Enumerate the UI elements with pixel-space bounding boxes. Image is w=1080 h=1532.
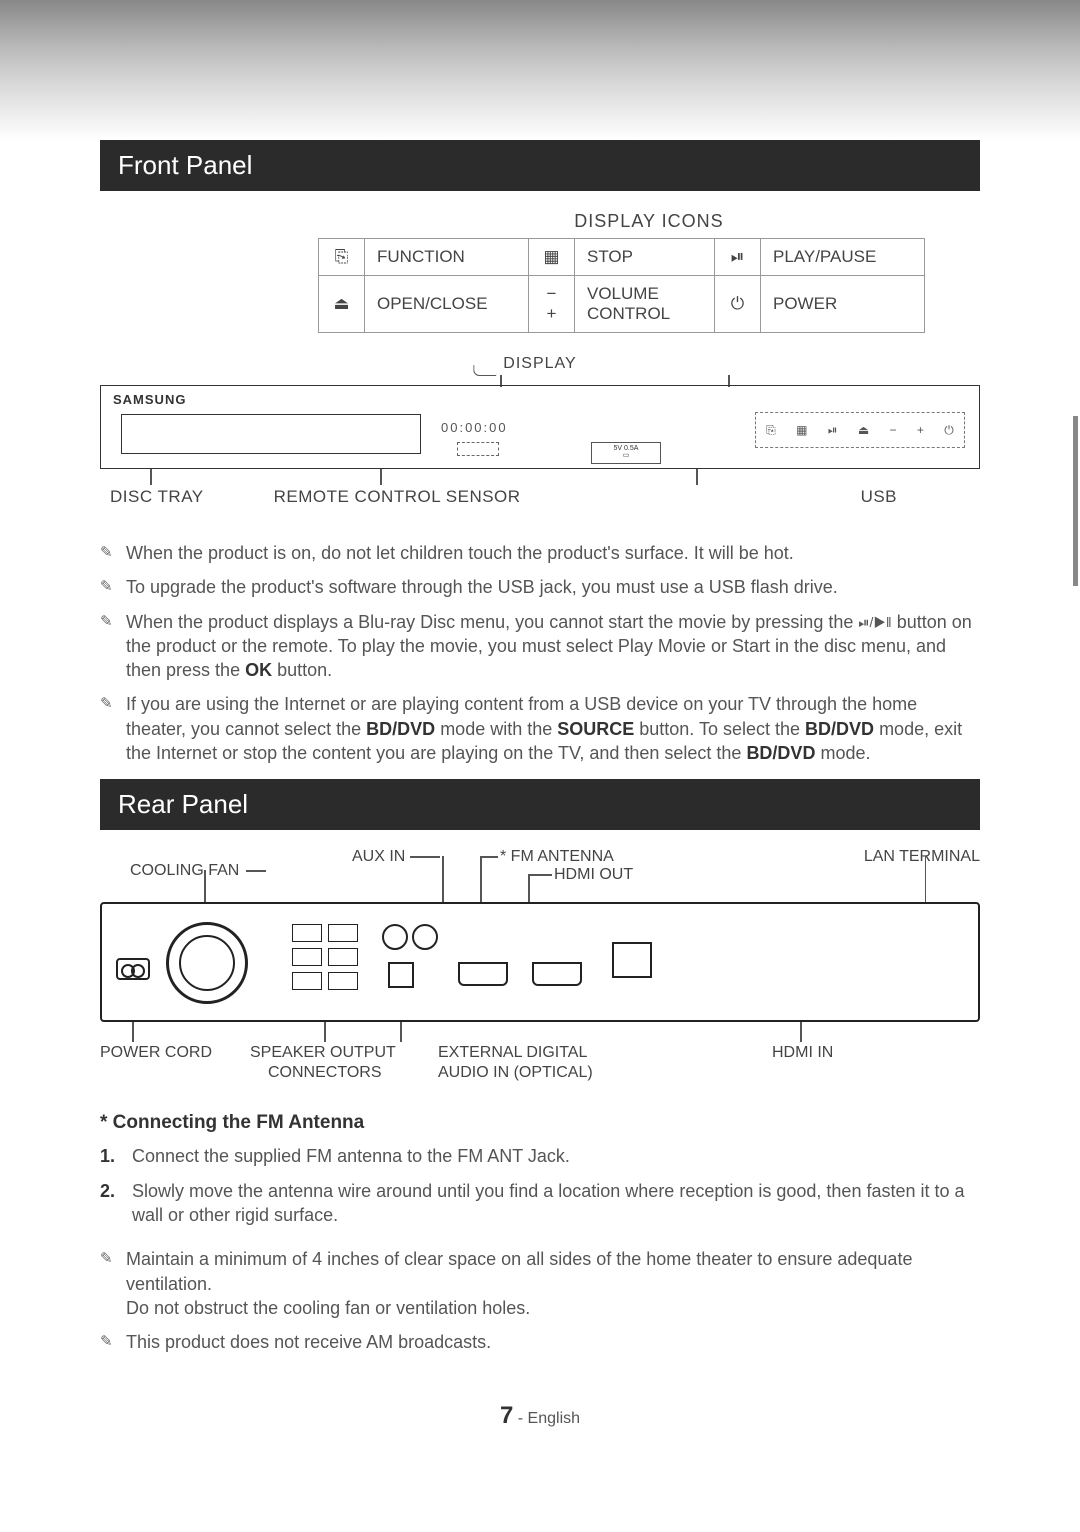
fp-display-text: 00:00:00 [441, 420, 508, 435]
display-icons-table: ⎘ FUNCTION ▦ STOP ⏯ PLAY/PAUSE ⏏ OPEN/CL… [318, 238, 925, 333]
rp-aux-in [380, 922, 440, 957]
stop-icon: ▦ [529, 239, 575, 276]
front-panel-header: Front Panel [100, 140, 980, 191]
fp-button-row: ⎘ ▦ ⏯ ⏏ − + ⏻ [755, 412, 965, 448]
fp-btn: − [890, 423, 897, 437]
rp-label-lan: LAN TERMINAL [864, 848, 980, 866]
fp-bottom-labels: DISC TRAY REMOTE CONTROL SENSOR USB [100, 487, 980, 507]
fp-disc-tray [121, 414, 421, 454]
rp-hdmi-in [532, 962, 582, 986]
rp-leader [204, 870, 206, 904]
fp-btn: ⏻ [944, 423, 954, 438]
note-item: To upgrade the product's software throug… [100, 575, 980, 599]
rp-label-spk2: CONNECTORS [268, 1064, 382, 1082]
power-label: POWER [761, 276, 925, 333]
top-gradient-band [0, 0, 1080, 140]
note-item: Maintain a minimum of 4 inches of clear … [100, 1247, 980, 1320]
rp-leader [528, 874, 530, 904]
fp-btn: ⏏ [858, 423, 869, 437]
rp-leader [132, 1022, 134, 1042]
rp-label-hdmi-in: HDMI IN [772, 1044, 833, 1062]
rear-panel-header: Rear Panel [100, 779, 980, 830]
power-icon: ⏻ [715, 276, 761, 333]
rp-label-ext1: EXTERNAL DIGITAL [438, 1044, 587, 1062]
fm-step: Slowly move the antenna wire around unti… [100, 1179, 980, 1228]
fp-label-disc-tray: DISC TRAY [110, 487, 204, 507]
fp-display-label: DISPLAY [503, 355, 576, 373]
fm-tips-list: Maintain a minimum of 4 inches of clear … [100, 1247, 980, 1354]
display-icons-area: DISPLAY ICONS ⎘ FUNCTION ▦ STOP ⏯ PLAY/P… [100, 191, 980, 333]
rp-leader [442, 856, 444, 904]
rp-label-ext2: AUDIO IN (OPTICAL) [438, 1064, 593, 1082]
rp-leader [324, 1022, 326, 1042]
fp-device-outline: SAMSUNG 00:00:00 5V 0.5A▭ ⎘ ▦ ⏯ ⏏ − + ⏻ [100, 385, 980, 469]
fp-btn: + [917, 423, 924, 437]
rp-hdmi-out [458, 962, 508, 986]
front-panel-diagram: DISPLAY SAMSUNG 00:00:00 5V 0.5A▭ ⎘ ▦ ⏯ … [100, 361, 980, 521]
rp-lan-terminal [612, 942, 652, 978]
rp-speaker-connectors [292, 924, 364, 996]
note-item: When the product displays a Blu-ray Disc… [100, 610, 980, 683]
fp-remote-sensor [457, 442, 499, 456]
rp-cooling-fan [166, 922, 248, 1004]
page-lang: - English [518, 1410, 580, 1427]
rp-leader [410, 856, 440, 858]
function-label: FUNCTION [365, 239, 529, 276]
note-item: When the product is on, do not let child… [100, 541, 980, 565]
fp-usb-slot: 5V 0.5A▭ [591, 442, 661, 464]
fp-btn: ⏯ [828, 423, 838, 438]
fp-btn: ▦ [796, 423, 807, 437]
fp-label-usb: USB [861, 487, 897, 507]
rp-power-jack [116, 958, 150, 980]
page-number: 7 [500, 1402, 513, 1429]
rp-optical-in [388, 962, 414, 988]
fp-leader [380, 469, 382, 485]
rp-label-aux: AUX IN [352, 848, 405, 866]
page-content: Getting Started Front Panel DISPLAY ICON… [0, 140, 1080, 1470]
volume-label: VOLUME CONTROL [575, 276, 715, 333]
rp-top-labels: COOLING FAN AUX IN * FM ANTENNA HDMI OUT… [100, 848, 980, 890]
stop-label: STOP [575, 239, 715, 276]
fp-leader [150, 469, 152, 485]
rp-leader [530, 874, 552, 876]
fp-brand: SAMSUNG [113, 392, 186, 407]
rp-label-cooling: COOLING FAN [130, 862, 239, 880]
rp-leader [400, 1022, 402, 1042]
note-item: If you are using the Internet or are pla… [100, 692, 980, 765]
display-icons-title: DISPLAY ICONS [318, 211, 980, 232]
openclose-label: OPEN/CLOSE [365, 276, 529, 333]
rear-panel-diagram: COOLING FAN AUX IN * FM ANTENNA HDMI OUT… [100, 848, 980, 1088]
playpause-icon: ⏯ [715, 239, 761, 276]
page-footer: 7 - English [100, 1402, 980, 1430]
rp-leader [800, 1022, 802, 1042]
fp-btn: ⎘ [766, 423, 776, 438]
front-notes-list: When the product is on, do not let child… [100, 541, 980, 765]
rp-label-spk1: SPEAKER OUTPUT [250, 1044, 396, 1062]
fm-antenna-heading: * Connecting the FM Antenna [100, 1112, 980, 1134]
note-item: This product does not receive AM broadca… [100, 1330, 980, 1354]
fp-label-sensor: REMOTE CONTROL SENSOR [274, 487, 521, 507]
rp-device-outline [100, 902, 980, 1022]
rp-leader [246, 870, 266, 872]
rp-label-hdmi-out: HDMI OUT [554, 866, 633, 884]
rp-leader [480, 856, 482, 904]
rp-bottom-labels: POWER CORD SPEAKER OUTPUT CONNECTORS EXT… [100, 1044, 980, 1088]
fp-leader [696, 469, 698, 485]
fm-steps-list: Connect the supplied FM antenna to the F… [100, 1144, 980, 1227]
rp-leader [482, 856, 498, 858]
rp-label-power: POWER CORD [100, 1044, 212, 1062]
rp-label-fm: * FM ANTENNA [500, 848, 614, 866]
rp-leader [925, 856, 927, 904]
fm-step: Connect the supplied FM antenna to the F… [100, 1144, 980, 1168]
playpause-label: PLAY/PAUSE [761, 239, 925, 276]
function-icon: ⎘ [319, 239, 365, 276]
volume-icon: − + [529, 276, 575, 333]
openclose-icon: ⏏ [319, 276, 365, 333]
